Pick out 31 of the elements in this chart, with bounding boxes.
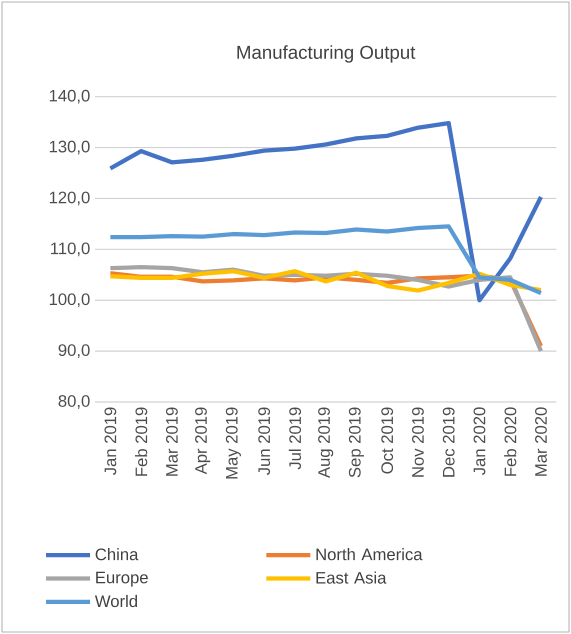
x-tick-label: Mar 2019	[166, 408, 178, 476]
line-series	[108, 120, 544, 302]
legend-label: East Asia	[316, 571, 386, 584]
y-tick-label: 110,0	[51, 242, 90, 256]
x-tick-label: Feb 2020	[504, 407, 516, 476]
legend-label: Europe	[96, 572, 148, 587]
y-tick-label: 100,0	[50, 293, 90, 308]
x-tick-label: Nov 2019	[412, 408, 424, 477]
x-tick-label: Dec 2019	[442, 408, 455, 477]
x-tick-label: May 2019	[226, 408, 241, 479]
y-tick-label: 120,0	[50, 192, 90, 206]
x-tick-label: Jul 2019	[288, 408, 302, 470]
x-tick-label: Jan 2019	[104, 408, 116, 476]
y-tick-label: 130,0	[50, 140, 90, 154]
x-tick-label: Mar 2020	[535, 407, 547, 476]
y-tick-label: 80,0	[58, 395, 90, 409]
y-tick-label: 90,0	[58, 344, 90, 358]
x-tick-label: Jun 2019	[258, 408, 270, 476]
x-tick-label: Jan 2020	[474, 407, 486, 476]
x-tick-label: Apr 2019	[195, 408, 210, 474]
line-series	[108, 269, 544, 293]
x-tick-label: Feb 2019	[135, 408, 148, 476]
legend-label: North America	[316, 548, 423, 560]
chart-title: Manufacturing Output	[237, 45, 416, 63]
legend-label: World	[94, 594, 137, 608]
x-tick-label: Aug 2019	[318, 408, 334, 478]
legend-label: China	[96, 548, 138, 560]
y-tick-label: 140,0	[50, 90, 90, 104]
x-tick-label: Oct 2019	[381, 408, 394, 474]
line-series	[108, 224, 544, 296]
x-tick-label: Sep 2019	[348, 408, 364, 478]
